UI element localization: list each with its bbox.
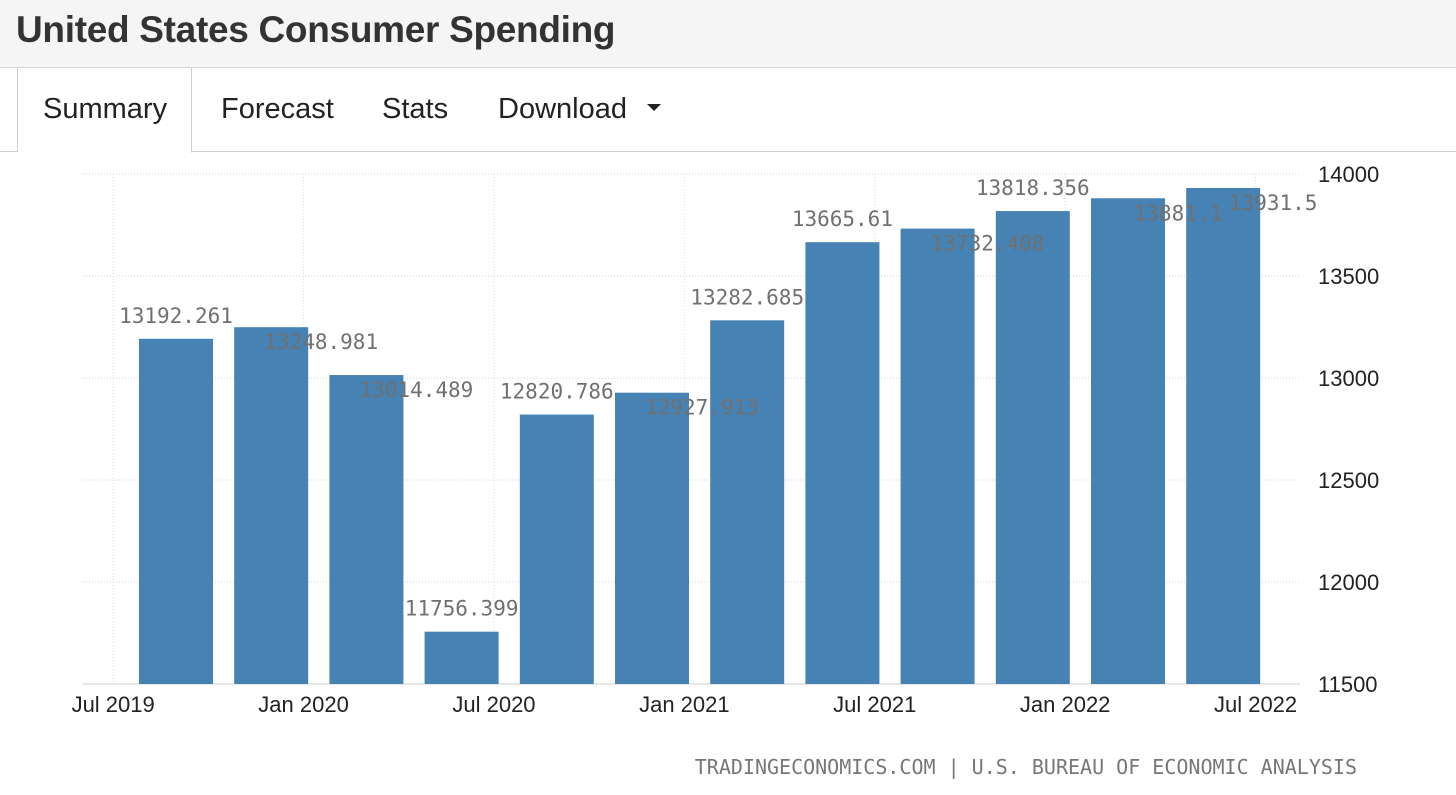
- bar-chart: 13192.261 13248.981 13014.489 11756.399 1282…: [72, 162, 1380, 779]
- chevron-down-icon: [647, 103, 662, 111]
- x-tick-label: Jan 2021: [639, 692, 730, 717]
- bar[interactable]: [805, 242, 880, 684]
- tab-forecast[interactable]: Forecast: [196, 68, 359, 152]
- tab-download-label: Download: [498, 93, 627, 125]
- bar[interactable]: [424, 631, 499, 684]
- chart-bars: [139, 187, 1261, 685]
- bar[interactable]: [1186, 187, 1261, 684]
- y-tick-label: 14000: [1318, 162, 1379, 187]
- bar[interactable]: [139, 338, 213, 684]
- x-tick-label: Jul 2020: [452, 692, 535, 717]
- page-header: United States Consumer Spending: [0, 0, 1456, 68]
- tab-summary-label: Summary: [43, 93, 168, 125]
- y-tick-label: 13000: [1318, 366, 1379, 391]
- tab-forecast-label: Forecast: [221, 93, 334, 125]
- bar-value-label: 13732.408: [931, 232, 1045, 256]
- bar[interactable]: [995, 211, 1070, 685]
- x-tick-label: Jul 2021: [833, 692, 916, 717]
- x-axis: Jul 2019 Jan 2020 Jul 2020 Jan 2021 Jul 2021…: [72, 692, 1298, 717]
- y-tick-label: 11500: [1318, 672, 1378, 697]
- tab-stats-label: Stats: [382, 93, 449, 125]
- bar-value-label: 13014.489: [360, 378, 474, 402]
- x-tick-label: Jan 2020: [258, 692, 349, 717]
- bar-value-label: 13881.1: [1134, 201, 1223, 225]
- bar[interactable]: [615, 392, 689, 684]
- bar-value-label: 13248.981: [264, 330, 378, 354]
- x-tick-label: Jan 2022: [1020, 692, 1111, 717]
- page-title: United States Consumer Spending: [16, 9, 616, 50]
- bar-value-label: 13931.5: [1229, 191, 1318, 215]
- y-tick-label: 13500: [1318, 264, 1379, 289]
- bar-value-label: 11756.399: [405, 597, 519, 621]
- chart-source: TRADINGECONOMICS.COM | U.S. BUREAU OF EC…: [695, 755, 1357, 779]
- bar-value-label: 13192.261: [119, 304, 233, 328]
- bar-value-label: 13282.685: [690, 285, 804, 309]
- bar[interactable]: [329, 375, 404, 684]
- y-tick-label: 12000: [1318, 570, 1379, 595]
- bar-value-label: 13665.61: [792, 207, 893, 231]
- x-tick-label: Jul 2019: [72, 692, 155, 717]
- bar[interactable]: [234, 327, 309, 684]
- tab-bar: Summary Forecast Stats Download: [0, 68, 1456, 153]
- bar[interactable]: [710, 320, 785, 684]
- tab-summary[interactable]: Summary: [17, 68, 192, 153]
- tab-stats[interactable]: Stats: [357, 68, 473, 152]
- bar-value-label: 13818.356: [976, 176, 1090, 200]
- bar[interactable]: [519, 414, 594, 684]
- chart-value-labels: 13192.261 13248.981 13014.489 11756.399 1282…: [119, 176, 1317, 621]
- y-tick-label: 12500: [1318, 468, 1379, 493]
- bar[interactable]: [1091, 198, 1165, 684]
- bar-value-label: 12820.786: [500, 380, 614, 404]
- x-tick-label: Jul 2022: [1214, 692, 1297, 717]
- bar-value-label: 12927.913: [645, 396, 759, 420]
- y-axis: 11500 12000 12500 13000 13500 14000: [1318, 162, 1379, 697]
- bar[interactable]: [900, 228, 975, 684]
- tab-download[interactable]: Download: [473, 68, 686, 152]
